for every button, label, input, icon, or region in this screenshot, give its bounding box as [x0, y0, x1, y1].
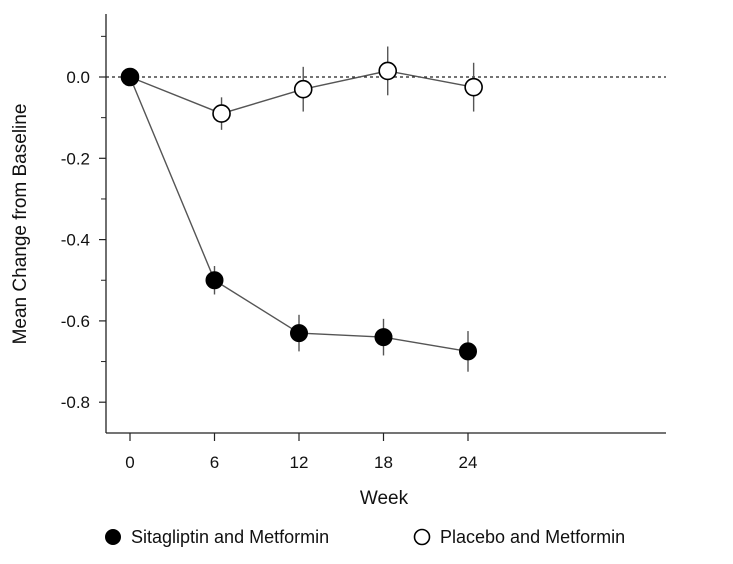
y-tick-label: -0.6: [61, 312, 90, 331]
legend-label-placebo: Placebo and Metformin: [440, 527, 625, 547]
series-placebo: [120, 46, 483, 130]
data-point: [374, 328, 393, 347]
y-tick-label: 0.0: [66, 68, 90, 87]
data-point: [459, 342, 477, 361]
data-point: [290, 324, 308, 343]
series-sitagliptin: [121, 68, 477, 372]
legend: Sitagliptin and Metformin Placebo and Me…: [105, 527, 625, 547]
data-point: [121, 68, 139, 86]
data-point: [205, 271, 224, 290]
legend-marker-open: [413, 528, 431, 546]
series-line: [129, 76, 469, 353]
data-point: [378, 61, 398, 81]
x-tick-label: 0: [125, 453, 134, 472]
legend-item-placebo: Placebo and Metformin: [413, 527, 625, 547]
plot-area: 0.0 -0.2 -0.4 -0.6 -0.8 0 6 12 18 24: [61, 14, 666, 472]
y-axis: 0.0 -0.2 -0.4 -0.6 -0.8: [61, 14, 107, 433]
x-axis-label: Week: [360, 488, 409, 509]
x-tick-label: 18: [374, 453, 393, 472]
x-tick-label: 24: [459, 453, 478, 472]
y-tick-label: -0.4: [61, 231, 90, 250]
x-tick-label: 6: [210, 453, 219, 472]
data-point: [464, 77, 483, 97]
data-point: [293, 79, 313, 99]
y-tick-label: -0.8: [61, 393, 90, 412]
x-axis: 0 6 12 18 24: [106, 432, 666, 472]
data-point: [212, 104, 231, 123]
legend-label-sitagliptin: Sitagliptin and Metformin: [131, 527, 329, 547]
x-tick-label: 12: [290, 453, 309, 472]
legend-marker-filled: [105, 529, 121, 545]
y-tick-label: -0.2: [61, 149, 90, 168]
legend-item-sitagliptin: Sitagliptin and Metformin: [105, 527, 329, 547]
y-axis-label: Mean Change from Baseline: [10, 104, 31, 345]
